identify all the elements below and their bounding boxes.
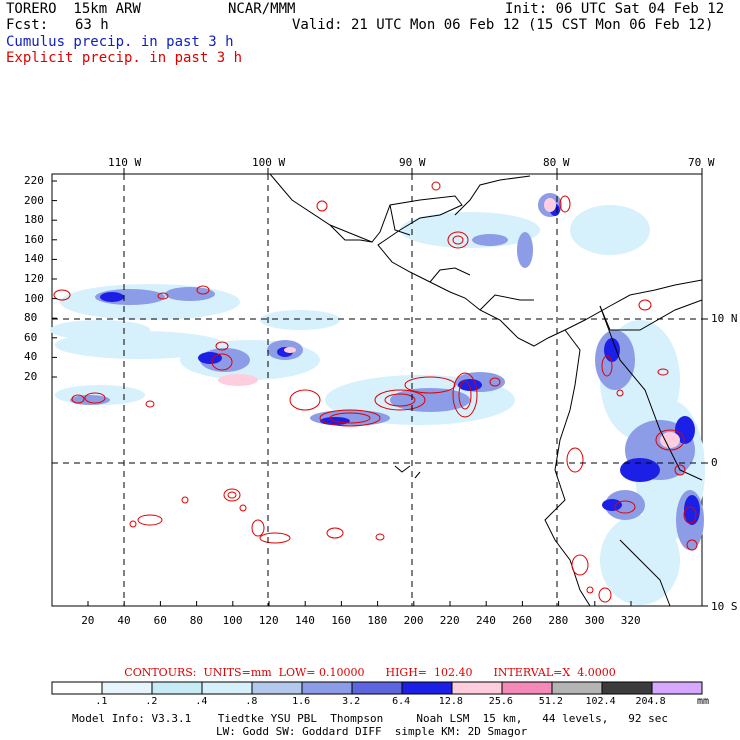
x-tick-label: 40 <box>117 614 131 627</box>
legend-swatch <box>351 681 403 695</box>
y-tick-label: 100 <box>24 291 44 305</box>
cumulus-precip-shading <box>50 193 705 605</box>
x-tick-label: 320 <box>620 614 641 627</box>
x-tick-label: 180 <box>367 614 388 627</box>
contour-units: CONTOURS: UNITS=mm LOW= 0.10000 <box>124 666 365 679</box>
legend-label: 3.2 <box>342 696 361 707</box>
legend-label: 25.6 <box>488 696 513 707</box>
coastlines <box>269 173 703 607</box>
explicit-precip-contours <box>53 181 698 603</box>
x-tick-label: 300 <box>584 614 605 627</box>
y-tick-label: 80 <box>24 311 38 325</box>
model-info-line1: Model Info: V3.3.1 Tiedtke YSU PBL Thomp… <box>72 712 669 725</box>
lon-label-90w: 90 W <box>399 156 426 169</box>
legend-swatch <box>501 681 553 695</box>
legend-label: .4 <box>195 696 208 707</box>
legend-label: 204.8 <box>635 696 666 707</box>
explicit-label: Explicit precip. in past 3 h <box>6 50 243 66</box>
x-tick-label: 120 <box>258 614 279 627</box>
x-tick-label: 20 <box>81 614 95 627</box>
lon-label-70w: 70 W <box>688 156 715 169</box>
contour-info: CONTOURS: UNITS=mm LOW= 0.10000 HIGH= 10… <box>0 666 740 679</box>
forecast-hour: 63 h <box>75 17 109 33</box>
lon-label-100w: 100 W <box>252 156 286 169</box>
lat-lon-grid <box>52 174 702 606</box>
legend-label: .1 <box>95 696 108 707</box>
lon-label-80w: 80 W <box>543 156 570 169</box>
legend-label: .2 <box>145 696 158 707</box>
lat-label-0: 0 <box>711 456 718 469</box>
forecast-label: Fcst: <box>6 17 49 33</box>
y-tick-label: 200 <box>24 193 44 207</box>
legend-swatch <box>151 681 203 695</box>
legend-swatch <box>601 681 653 695</box>
x-tick-label: 80 <box>189 614 204 627</box>
legend-swatch <box>51 681 103 695</box>
y-tick-label: 160 <box>24 232 44 246</box>
legend-label: .8 <box>245 696 258 707</box>
legend-label: 6.4 <box>392 696 411 707</box>
legend-swatch <box>201 681 253 695</box>
lat-label-10n: 10 N <box>711 312 738 325</box>
x-tick-label: 220 <box>439 614 460 627</box>
valid-time: Valid: 21 UTC Mon 06 Feb 12 (15 CST Mon … <box>292 17 714 33</box>
legend-label: 1.6 <box>292 696 311 707</box>
legend-label: 51.2 <box>538 696 563 707</box>
legend-swatch <box>301 681 353 695</box>
lat-label-10s: 10 S <box>711 600 738 613</box>
org-label: NCAR/MMM <box>228 1 296 17</box>
legend-swatch <box>451 681 503 695</box>
y-tick-label: 220 <box>24 174 44 187</box>
model-info-line2: LW: Godd SW: Goddard DIFF simple KM: 2D … <box>216 725 528 738</box>
y-tick-label: 180 <box>24 213 44 227</box>
x-tick-label: 240 <box>476 614 496 627</box>
contour-interval: INTERVAL=X 4.0000 <box>493 666 616 679</box>
model-title: TORERO 15km ARW <box>6 1 141 17</box>
x-tick-label: 140 <box>295 614 315 627</box>
legend-swatch <box>251 681 303 695</box>
x-tick-label: 280 <box>548 614 569 627</box>
y-tick-label: 120 <box>24 272 44 285</box>
y-tick-label: 140 <box>24 252 44 266</box>
legend-swatch <box>101 681 153 695</box>
init-time: Init: 06 UTC Sat 04 Feb 12 <box>505 1 725 17</box>
legend-label: 102.4 <box>585 696 616 707</box>
lon-label-110w: 110 W <box>108 156 142 169</box>
legend-unit: mm <box>697 696 710 707</box>
y-tick-label: 40 <box>24 350 38 364</box>
legend-swatch <box>551 681 603 695</box>
x-tick-label: 260 <box>512 614 533 627</box>
x-tick-label: 60 <box>153 614 167 627</box>
cumulus-label: Cumulus precip. in past 3 h <box>6 34 234 50</box>
legend-swatch <box>651 681 703 695</box>
x-tick-label: 200 <box>403 614 424 627</box>
legend-swatch <box>401 681 453 695</box>
contour-high: HIGH= 102.40 <box>385 666 473 679</box>
x-tick-label: 160 <box>331 614 352 627</box>
x-tick-label: 100 <box>222 614 243 627</box>
y-tick-label: 60 <box>24 330 38 344</box>
legend-label: 12.8 <box>438 696 463 707</box>
y-tick-label: 20 <box>24 370 38 383</box>
